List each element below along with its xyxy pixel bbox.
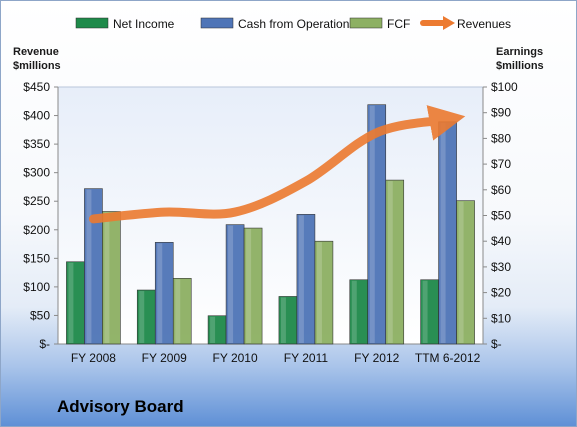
right-tick-label: $90 <box>491 106 511 120</box>
right-tick-label: $50 <box>491 209 511 223</box>
left-tick-label: $400 <box>23 109 50 123</box>
legend-swatch-fcf <box>349 17 383 29</box>
bar-highlight <box>387 181 393 343</box>
tick-labels: $- $50 $100 $150 $200 $250 $300 $350 $400 $450 $- $… <box>23 80 518 365</box>
bar-highlight <box>280 297 286 343</box>
bar-highlight <box>175 279 181 343</box>
legend: Net Income Cash from Operations FCF Revenue… <box>75 16 511 31</box>
bar-highlight <box>458 201 464 343</box>
revenue-line <box>88 105 466 224</box>
bar-highlight <box>246 229 252 343</box>
bar-highlight <box>422 280 428 343</box>
bar-highlight <box>86 189 92 343</box>
right-tick-label: $40 <box>491 234 511 248</box>
bar-highlight <box>210 316 216 343</box>
bar-highlight <box>104 212 110 343</box>
legend-swatch-net-income <box>75 17 109 29</box>
chart-caption: Advisory Board <box>57 397 184 416</box>
bar-highlight <box>139 291 145 343</box>
right-tick-label: $60 <box>491 183 511 197</box>
legend-label-revenues: Revenues <box>457 17 511 31</box>
x-tick-label: FY 2012 <box>354 351 399 365</box>
legend-label-net-income: Net Income <box>113 17 175 31</box>
left-tick-label: $250 <box>23 194 50 208</box>
legend-label-fcf: FCF <box>387 17 410 31</box>
bar-fcf <box>456 200 475 345</box>
legend-arrow-icon <box>443 16 455 30</box>
left-tick-label: $350 <box>23 137 50 151</box>
bar-highlight <box>68 262 74 343</box>
bar-highlight <box>369 105 375 344</box>
left-tick-label: $300 <box>23 166 50 180</box>
x-tick-label: FY 2011 <box>284 351 329 365</box>
right-tick-label: $80 <box>491 131 511 145</box>
right-tick-label: $100 <box>491 80 518 94</box>
bar-highlight <box>228 225 234 343</box>
x-tick-label: FY 2008 <box>71 351 116 365</box>
right-tick-label: $10 <box>491 311 511 325</box>
x-tick-label: FY 2009 <box>142 351 187 365</box>
x-tick-label: FY 2010 <box>213 351 258 365</box>
bar-highlight <box>316 242 322 343</box>
legend-swatch-cash-from-operations <box>200 17 234 29</box>
bar-highlight <box>157 243 163 343</box>
left-tick-label: $200 <box>23 223 50 237</box>
x-tick-label: TTM 6-2012 <box>415 351 481 365</box>
right-tick-label: $70 <box>491 157 511 171</box>
left-axis-title: Revenue $millions <box>13 46 61 72</box>
left-tick-label: $100 <box>23 280 50 294</box>
right-tick-label: $30 <box>491 260 511 274</box>
left-tick-label: $- <box>39 337 50 351</box>
bar-fcf <box>314 240 334 345</box>
bar-highlight <box>440 122 446 344</box>
legend-label-cash-from-operations: Cash from Operations <box>238 17 355 31</box>
right-axis-title: Earnings $millions <box>496 46 544 72</box>
right-tick-label: $20 <box>491 286 511 300</box>
bar-fcf <box>243 227 263 345</box>
bar-highlight <box>298 215 304 343</box>
bars <box>66 104 475 345</box>
left-tick-label: $150 <box>23 251 50 265</box>
bar-fcf <box>172 278 192 345</box>
bar-fcf <box>102 211 121 345</box>
bar-highlight <box>351 280 357 343</box>
axes <box>54 86 487 345</box>
left-tick-label: $450 <box>23 80 50 94</box>
bar-fcf <box>385 179 405 345</box>
line-revenues <box>88 105 466 224</box>
right-tick-label: $- <box>491 337 502 351</box>
left-tick-label: $50 <box>30 308 50 322</box>
